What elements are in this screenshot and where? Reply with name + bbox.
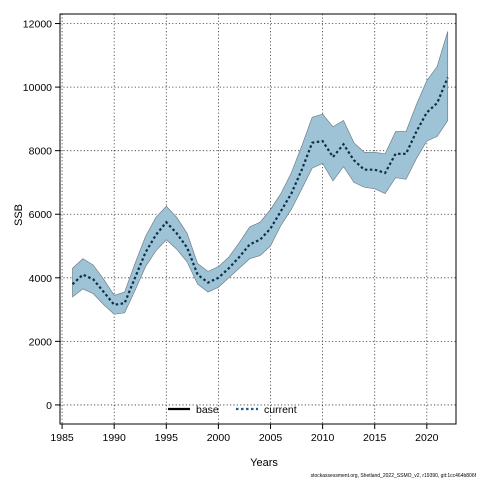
- legend-label-base: base: [196, 404, 219, 416]
- plot-frame: [59, 13, 457, 425]
- x-tick-label: 2000: [207, 432, 231, 444]
- x-tick-label: 2005: [259, 432, 283, 444]
- y-tick-label: 4000: [29, 273, 53, 285]
- x-tick-label: 2010: [311, 432, 335, 444]
- x-tick-label: 1985: [50, 432, 74, 444]
- y-axis-title: SSB: [13, 204, 25, 226]
- footnote: stockassessment.org, Shetland_2022_SSMO_…: [311, 473, 477, 479]
- x-tick-label: 2015: [363, 432, 387, 444]
- confidence-band: [72, 31, 449, 315]
- legend-label-current: current: [264, 404, 297, 416]
- x-tick-label: 1995: [155, 432, 179, 444]
- x-tick-label: 2020: [415, 432, 439, 444]
- y-tick-label: 2000: [29, 336, 53, 348]
- y-axis: 0 2000 4000 6000 8000 10000 12000: [23, 19, 60, 412]
- series-line-current: [71, 77, 449, 306]
- y-tick-label: 10000: [23, 82, 52, 94]
- y-tick-label: 6000: [29, 209, 53, 221]
- x-tick-label: 1990: [103, 432, 127, 444]
- y-tick-label: 8000: [29, 146, 53, 158]
- y-tick-label: 0: [46, 400, 52, 412]
- x-axis-title: Years: [250, 457, 278, 469]
- x-axis: 1985 1990 1995 2000 2005 2010 2015 2020: [50, 424, 439, 444]
- y-tick-label: 12000: [23, 19, 52, 31]
- legend: base current: [168, 404, 297, 416]
